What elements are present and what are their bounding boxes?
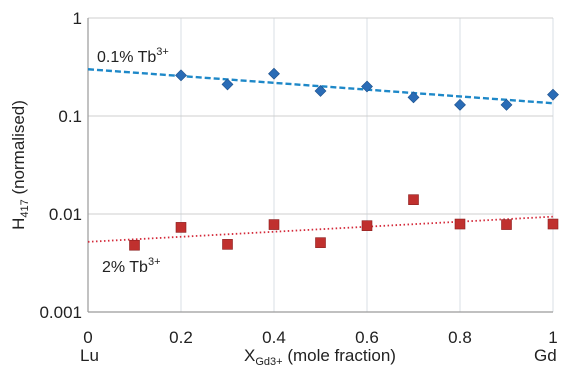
y-axis-title: H417 (normalised): [9, 100, 31, 230]
y-tick-label: 0.1: [58, 107, 82, 126]
series-label-0.1pct: 0.1% Tb3+: [97, 46, 169, 66]
diamond-marker: [454, 98, 466, 111]
y-tick-label: 1: [73, 9, 82, 28]
x-tick-label: 0.6: [355, 328, 379, 347]
chart-labels: 0.1% Tb3+ 2% Tb3+ XGd3+ (mole fraction) …: [9, 46, 557, 367]
diamond-marker: [500, 98, 513, 111]
square-marker: [268, 219, 280, 230]
trend-lines: [87, 68, 554, 243]
diamond-marker: [314, 85, 327, 97]
x-tick-label: 0: [83, 328, 92, 347]
diamond-marker: [268, 67, 280, 80]
data-markers: [129, 67, 559, 251]
diamond-marker: [221, 78, 234, 91]
square-marker: [408, 194, 419, 205]
square-marker: [501, 219, 512, 230]
x-end-label-left: Lu: [80, 346, 99, 365]
square-marker: [361, 220, 373, 231]
tick-labels: 0 0.2 0.4 0.6 0.8 1 0.001 0.01 0.1 1: [39, 9, 557, 347]
y-tick-label: 0.01: [49, 205, 82, 224]
diamond-marker: [361, 80, 373, 93]
diamond-marker: [175, 69, 187, 82]
x-tick-label: 0.2: [169, 328, 193, 347]
x-tick-label: 0.4: [262, 328, 286, 347]
x-end-label-right: Gd: [534, 346, 557, 365]
y-tick-label: 0.001: [39, 303, 82, 322]
diamond-marker: [547, 88, 559, 101]
square-marker: [222, 239, 233, 250]
grid: [88, 17, 554, 312]
diamond-marker: [407, 91, 420, 104]
axes: [87, 18, 553, 313]
x-axis-title: XGd3+ (mole fraction): [244, 346, 396, 367]
x-tick-label: 0.8: [448, 328, 472, 347]
trend-line-0: [87, 68, 554, 105]
square-marker: [175, 222, 187, 233]
square-marker: [454, 218, 466, 230]
trend-line-1: [87, 215, 554, 243]
square-marker: [315, 237, 326, 248]
square-marker: [547, 218, 559, 230]
square-marker: [129, 239, 140, 251]
series-label-2pct: 2% Tb3+: [102, 256, 161, 276]
x-tick-label: 1: [548, 328, 557, 347]
